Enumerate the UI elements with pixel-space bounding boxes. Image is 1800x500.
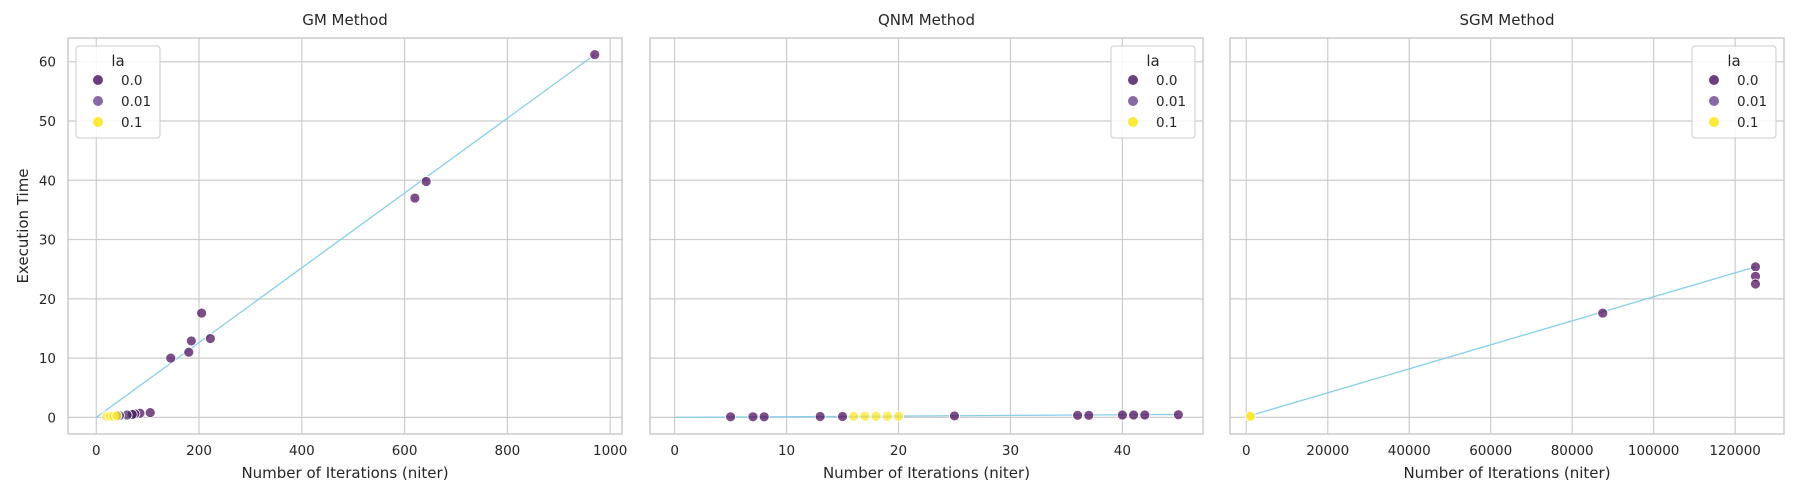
legend-marker <box>1709 75 1719 85</box>
scatter-point <box>409 192 421 204</box>
scatter-point <box>881 410 893 422</box>
y-tick-label: 0 <box>47 410 56 426</box>
x-tick-label: 600 <box>392 443 418 459</box>
x-axis-label: Number of Iterations (niter) <box>1403 464 1610 482</box>
scatter-point <box>1072 409 1084 421</box>
x-tick-label: 60000 <box>1469 443 1512 459</box>
scatter-point <box>725 411 736 423</box>
legend-title: la <box>1146 52 1159 70</box>
fit-line <box>674 413 1179 419</box>
y-tick-label: 10 <box>39 351 56 367</box>
x-tick-label: 40000 <box>1388 443 1431 459</box>
scatter-point <box>1750 261 1761 273</box>
y-tick-label: 20 <box>39 292 56 308</box>
legend-marker <box>1709 117 1719 127</box>
scatter-point <box>747 411 759 423</box>
chart-title: SGM Method <box>1459 11 1554 29</box>
scatter-point <box>1597 307 1609 319</box>
legend-label: 0.01 <box>1156 94 1186 110</box>
scatter-point <box>589 49 601 60</box>
scatter-point <box>893 410 904 422</box>
legend-marker <box>1128 117 1138 127</box>
scatter-point <box>1244 410 1256 422</box>
legend-box <box>75 45 161 139</box>
chart-title: QNM Method <box>878 11 975 29</box>
fit-line <box>95 54 596 418</box>
x-tick-label: 0 <box>1242 443 1251 459</box>
scatter-point <box>1117 409 1128 421</box>
x-tick-label: 400 <box>289 443 315 459</box>
plot-frame <box>67 37 623 435</box>
x-tick-label: 0 <box>670 443 679 459</box>
legend-label: 0.01 <box>121 94 151 110</box>
legend-marker <box>93 117 103 127</box>
legend-label: 0.0 <box>1156 73 1177 89</box>
chart-panel-3: SGM Method 0 20000 40000 60000 80000 100000 120… <box>1229 11 1785 482</box>
scatter-point <box>204 333 216 344</box>
scatter-point <box>814 411 826 422</box>
legend-label: 0.01 <box>1737 94 1767 110</box>
scatter-point <box>1139 409 1151 421</box>
legend-marker <box>93 96 103 106</box>
x-tick-label: 100000 <box>1628 443 1680 459</box>
scatter-point <box>1128 409 1139 421</box>
legend-marker <box>1709 96 1719 106</box>
scatter-point <box>1083 409 1095 421</box>
x-tick-label: 200 <box>186 443 212 459</box>
plot-frame <box>649 37 1204 435</box>
scatter-point <box>165 352 177 364</box>
scatter-point <box>870 410 882 422</box>
y-tick-label: 30 <box>39 233 56 249</box>
scatter-point <box>1172 409 1184 421</box>
scatter-point <box>111 410 123 422</box>
legend-label: 0.0 <box>121 73 142 89</box>
legend-marker <box>93 75 103 85</box>
scatter-point <box>848 410 860 422</box>
x-axis-label: Number of Iterations (niter) <box>823 464 1030 482</box>
x-tick-label: 40 <box>1114 443 1131 459</box>
legend-marker <box>1128 96 1138 106</box>
x-tick-label: 10 <box>778 443 795 459</box>
legend-label: 0.1 <box>121 115 142 131</box>
legend-label: 0.0 <box>1737 73 1758 89</box>
scatter-point <box>420 176 432 187</box>
scatter-point <box>183 346 195 358</box>
x-tick-label: 80000 <box>1551 443 1594 459</box>
fit-line <box>1250 266 1756 417</box>
scatter-point <box>185 335 197 347</box>
legend-box <box>1691 45 1777 139</box>
chart-panel-1: GM Method 0 200 400 600 800 1000 0 10 20 30 40 50 60 N… <box>39 11 628 482</box>
x-tick-label: 120000 <box>1709 443 1761 459</box>
y-tick-label: 40 <box>39 173 56 189</box>
scatter-point <box>837 411 848 422</box>
x-tick-label: 0 <box>92 443 101 459</box>
scatter-point <box>1750 278 1761 290</box>
x-axis-label: Number of Iterations (niter) <box>241 464 448 482</box>
legend-title: la <box>1727 52 1740 70</box>
plot-frame <box>1229 37 1785 435</box>
scatter-point <box>196 307 208 319</box>
scatter-point <box>144 407 156 419</box>
chart-title: GM Method <box>302 11 388 29</box>
legend-label: 0.1 <box>1737 115 1758 131</box>
x-tick-label: 1000 <box>593 443 627 459</box>
legend-title: la <box>111 52 124 70</box>
chart-panel-2: QNM Method 0 10 20 30 40 Number of Iterations … <box>649 11 1204 482</box>
scatter-point <box>758 411 770 423</box>
y-axis-label: Execution Time <box>14 168 32 283</box>
x-tick-label: 800 <box>495 443 521 459</box>
legend-marker <box>1128 75 1138 85</box>
legend-label: 0.1 <box>1156 115 1177 131</box>
legend-box <box>1110 45 1196 139</box>
y-tick-label: 60 <box>39 55 56 71</box>
x-tick-label: 20 <box>890 443 907 459</box>
x-tick-label: 20000 <box>1306 443 1349 459</box>
scatter-point <box>859 410 871 422</box>
y-tick-label: 50 <box>39 114 56 130</box>
scatter-point <box>949 410 960 422</box>
x-tick-label: 30 <box>1002 443 1019 459</box>
